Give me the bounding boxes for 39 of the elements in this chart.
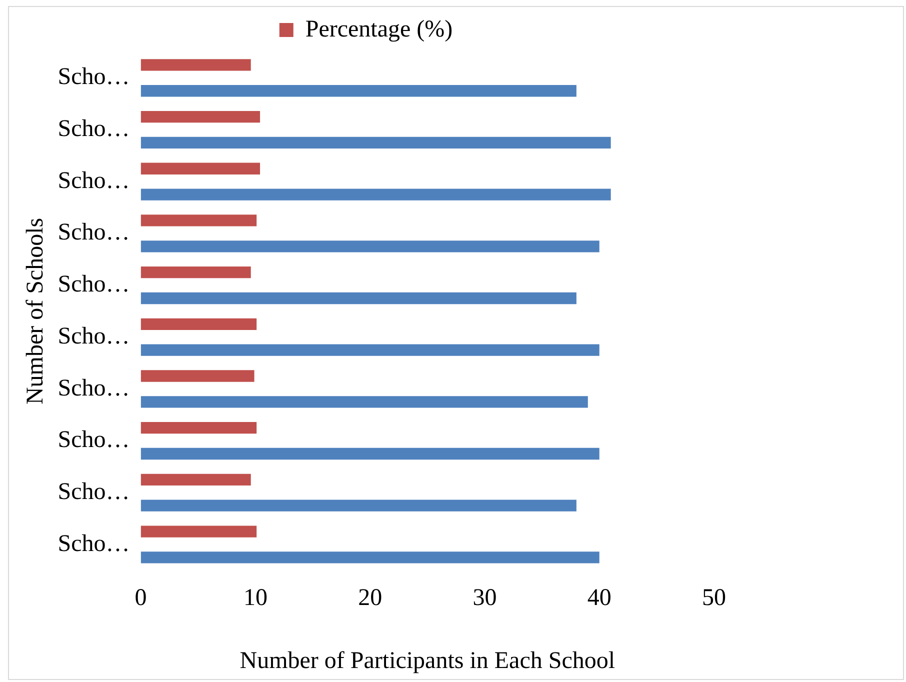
bar — [140, 59, 251, 71]
y-tick-label: Scho… — [58, 220, 130, 246]
y-tick-label: Scho… — [58, 478, 130, 505]
bar — [140, 266, 251, 278]
x-tick-label: 50 — [702, 585, 726, 612]
y-tick-label: Scho… — [58, 272, 130, 298]
y-tick-label: Scho… — [58, 375, 130, 402]
y-tick-label: Scho… — [58, 427, 130, 454]
bar — [140, 370, 254, 382]
bar — [140, 552, 600, 564]
bar — [140, 85, 576, 97]
bar — [140, 318, 257, 330]
bar — [140, 526, 257, 538]
bar — [140, 240, 600, 252]
bar — [140, 448, 600, 460]
y-tick-label: Scho… — [58, 323, 130, 350]
y-tick-label: Scho… — [58, 168, 130, 194]
bar — [140, 396, 588, 408]
x-axis-title: Number of Participants in Each School — [240, 648, 616, 674]
y-axis-title: Number of Schools — [22, 218, 49, 405]
y-tick-label: Scho… — [58, 530, 130, 557]
x-tick-label: 30 — [472, 585, 497, 612]
bar — [140, 162, 260, 174]
bar — [140, 214, 257, 226]
bar — [140, 500, 576, 512]
x-tick-label: 10 — [243, 585, 268, 612]
bar — [140, 344, 600, 356]
bar — [140, 136, 611, 149]
y-tick-label: Scho… — [58, 116, 130, 142]
x-tick-label: 20 — [358, 585, 382, 612]
bar — [140, 474, 251, 486]
legend-label: Percentage (%) — [305, 16, 453, 42]
bar — [140, 188, 611, 200]
bar — [140, 422, 257, 434]
bar — [140, 292, 576, 304]
x-tick-label: 40 — [587, 585, 612, 612]
y-tick-label: Scho… — [58, 64, 130, 90]
bar — [140, 110, 260, 123]
x-tick-label: 0 — [134, 585, 147, 612]
